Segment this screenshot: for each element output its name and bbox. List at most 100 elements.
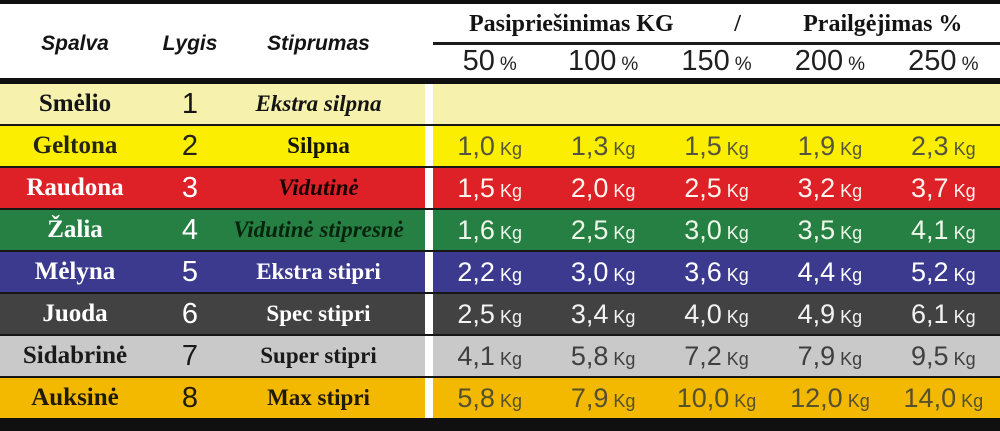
band-value-number: 3,5 xyxy=(797,214,836,245)
band-value: 1,3 Kg xyxy=(546,131,659,162)
band-color-name: Mėlyna xyxy=(34,258,116,285)
band-value-number: 3,2 xyxy=(797,172,836,203)
band-value-unit: Kg xyxy=(726,222,749,243)
band-value: 1,6 Kg xyxy=(433,215,546,246)
band-value: 14,0 Kg xyxy=(887,383,1000,414)
band-row-left: Auksinė 8 Max stipri xyxy=(0,378,425,418)
band-row: Sidabrinė 7 Super stipri 4,1 Kg 5,8 Kg 7,2 Kg 7,9… xyxy=(0,336,1000,378)
band-value-unit: Kg xyxy=(613,306,636,327)
band-value: 5,8 Kg xyxy=(433,383,546,414)
band-row-left: Žalia 4 Vidutinė stipresnė xyxy=(0,210,425,250)
vertical-separator xyxy=(425,210,433,250)
table-body: Smėlio 1 Ekstra silpna Geltona 2 Silpna 1,0 Kg 1… xyxy=(0,84,1000,418)
vertical-separator xyxy=(425,294,433,334)
band-value-number: 4,1 xyxy=(457,340,495,371)
title-underline xyxy=(433,42,1000,45)
band-level: 5 xyxy=(181,255,199,288)
band-value-unit: Kg xyxy=(953,222,976,243)
band-value: 3,7 Kg xyxy=(887,173,1000,204)
band-level: 8 xyxy=(181,381,199,414)
band-value-number: 2,5 xyxy=(457,298,495,329)
band-value-unit: Kg xyxy=(840,138,863,159)
band-value: 3,0 Kg xyxy=(660,215,773,246)
band-value-unit: Kg xyxy=(613,138,636,159)
band-value-unit: Kg xyxy=(499,138,522,159)
band-level: 3 xyxy=(181,171,199,204)
band-row: Raudona 3 Vidutinė 1,5 Kg 2,0 Kg 2,5 Kg 3,2 Kg 3,7 K… xyxy=(0,168,1000,210)
band-value-number: 10,0 xyxy=(676,382,730,413)
band-row-values: 5,8 Kg 7,9 Kg 10,0 Kg 12,0 Kg 14,0 Kg xyxy=(433,378,1000,418)
vertical-separator xyxy=(425,378,433,418)
band-color-name: Geltona xyxy=(32,132,118,159)
band-row: Juoda 6 Spec stipri 2,5 Kg 3,4 Kg 4,0 Kg 4,9 Kg 6,1… xyxy=(0,294,1000,336)
percent-symbol: % xyxy=(848,54,866,75)
percent-value: 150 xyxy=(681,45,730,77)
band-level: 6 xyxy=(181,297,199,330)
band-value-unit: Kg xyxy=(499,306,522,327)
band-row: Geltona 2 Silpna 1,0 Kg 1,3 Kg 1,5 Kg 1,9 Kg 2,3 Kg xyxy=(0,126,1000,168)
vertical-separator xyxy=(425,126,433,166)
band-value-unit: Kg xyxy=(726,348,749,369)
band-row-values: 2,5 Kg 3,4 Kg 4,0 Kg 4,9 Kg 6,1 Kg xyxy=(433,294,1000,334)
band-value-unit: Kg xyxy=(499,264,522,285)
band-value-number: 1,5 xyxy=(457,172,495,203)
band-value-unit: Kg xyxy=(613,222,636,243)
band-value: 9,5 Kg xyxy=(887,341,1000,372)
vertical-separator xyxy=(425,168,433,208)
band-level: 4 xyxy=(181,213,199,246)
column-header-spalva: Spalva xyxy=(41,32,109,55)
band-value-unit: Kg xyxy=(961,390,984,411)
band-value-number: 5,8 xyxy=(457,382,495,413)
band-value-number: 5,8 xyxy=(570,340,609,371)
band-value-number: 2,5 xyxy=(570,214,609,245)
band-value: 3,6 Kg xyxy=(660,257,773,288)
band-row-left: Geltona 2 Silpna xyxy=(0,126,425,166)
band-value-unit: Kg xyxy=(726,264,749,285)
band-value: 6,1 Kg xyxy=(887,299,1000,330)
band-row-values: 1,0 Kg 1,3 Kg 1,5 Kg 1,9 Kg 2,3 Kg xyxy=(433,126,1000,166)
band-value-number: 1,5 xyxy=(684,130,722,161)
band-value-unit: Kg xyxy=(840,306,863,327)
right-header-group: Pasipriešinimas KG / Prailgėjimas % 50% 1… xyxy=(433,4,1000,78)
band-strength: Max stipri xyxy=(267,385,370,410)
band-value-number: 5,2 xyxy=(911,256,949,287)
band-value-number: 1,9 xyxy=(797,130,836,161)
band-value-unit: Kg xyxy=(953,138,976,159)
percent-header-50: 50% xyxy=(433,45,546,78)
band-row-values: 2,2 Kg 3,0 Kg 3,6 Kg 4,4 Kg 5,2 Kg xyxy=(433,252,1000,292)
band-value-number: 3,4 xyxy=(570,298,609,329)
band-value: 2,5 Kg xyxy=(660,173,773,204)
band-value: 3,4 Kg xyxy=(546,299,659,330)
vertical-separator xyxy=(425,84,433,124)
band-value-number: 7,9 xyxy=(570,382,609,413)
percent-symbol: % xyxy=(499,54,517,75)
band-value: 2,5 Kg xyxy=(433,299,546,330)
band-value-number: 2,2 xyxy=(457,256,495,287)
band-value-unit: Kg xyxy=(499,180,522,201)
title-divider: / xyxy=(734,11,741,38)
band-value-number: 3,7 xyxy=(911,172,949,203)
left-header-group: Spalva Lygis Stiprumas xyxy=(0,4,425,78)
band-value: 4,1 Kg xyxy=(887,215,1000,246)
band-value: 2,2 Kg xyxy=(433,257,546,288)
band-value: 7,2 Kg xyxy=(660,341,773,372)
band-row: Auksinė 8 Max stipri 5,8 Kg 7,9 Kg 10,0 Kg 12,0 Kg… xyxy=(0,378,1000,418)
percent-value: 50 xyxy=(462,45,495,77)
band-row-values: 1,6 Kg 2,5 Kg 3,0 Kg 3,5 Kg 4,1 Kg xyxy=(433,210,1000,250)
band-row: Žalia 4 Vidutinė stipresnė 1,6 Kg 2,5 Kg 3,0 Kg 3… xyxy=(0,210,1000,252)
band-value: 2,3 Kg xyxy=(887,131,1000,162)
band-value-unit: Kg xyxy=(953,348,976,369)
percent-value: 250 xyxy=(908,45,957,77)
vertical-separator xyxy=(425,252,433,292)
band-value-unit: Kg xyxy=(847,390,870,411)
band-row-left: Raudona 3 Vidutinė xyxy=(0,168,425,208)
band-value-unit: Kg xyxy=(613,264,636,285)
band-value-number: 4,0 xyxy=(684,298,722,329)
band-value: 12,0 Kg xyxy=(773,383,886,414)
band-value-unit: Kg xyxy=(613,348,636,369)
band-value: 3,0 Kg xyxy=(546,257,659,288)
band-strength: Spec stipri xyxy=(266,301,371,326)
percent-header-100: 100% xyxy=(546,45,659,78)
top-border-bar xyxy=(0,0,1000,4)
